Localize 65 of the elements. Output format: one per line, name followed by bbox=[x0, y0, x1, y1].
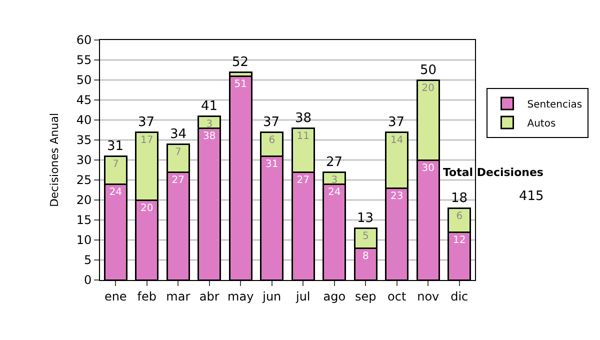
data-label: 23 bbox=[390, 191, 404, 202]
data-label: 5 bbox=[362, 231, 369, 242]
total-label: 18 bbox=[451, 191, 468, 206]
y-tick-label: 15 bbox=[76, 213, 92, 228]
y-tick-label: 5 bbox=[84, 253, 92, 268]
data-label: 38 bbox=[203, 131, 216, 142]
y-tick-label: 10 bbox=[76, 233, 92, 248]
x-tick-label: ene bbox=[104, 289, 127, 304]
data-label: 8 bbox=[362, 251, 369, 262]
y-tick-label: 60 bbox=[76, 33, 92, 48]
total-label: 31 bbox=[107, 139, 124, 154]
total-label: 50 bbox=[420, 63, 437, 78]
total-label: 41 bbox=[201, 99, 218, 114]
y-tick-label: 40 bbox=[76, 113, 92, 128]
data-label: 11 bbox=[296, 131, 310, 142]
x-tick-label: sep bbox=[354, 289, 376, 304]
x-tick-label: jun bbox=[262, 289, 282, 304]
total-label: 37 bbox=[263, 115, 280, 130]
y-tick-label: 55 bbox=[76, 53, 92, 68]
data-label: 6 bbox=[268, 135, 276, 146]
data-label: 17 bbox=[140, 135, 154, 146]
x-tick-label: nov bbox=[417, 289, 440, 304]
data-label: 30 bbox=[422, 163, 434, 174]
data-label: 24 bbox=[328, 187, 341, 198]
y-tick-label: 25 bbox=[76, 173, 92, 188]
total-label: 13 bbox=[357, 211, 374, 226]
data-label: 14 bbox=[390, 135, 404, 146]
y-tick-label: 20 bbox=[76, 193, 92, 208]
x-tick-label: dic bbox=[450, 289, 468, 304]
y-tick-label: 35 bbox=[76, 133, 92, 148]
total-label: 34 bbox=[170, 127, 187, 142]
legend-label: Sentencias bbox=[527, 99, 582, 110]
total-label: 52 bbox=[232, 55, 249, 70]
x-tick-label: jul bbox=[294, 289, 310, 304]
total-label: 38 bbox=[295, 111, 312, 126]
y-axis-title: Decisiones Anual bbox=[48, 112, 61, 208]
x-tick-label: oct bbox=[388, 289, 406, 304]
data-label: 51 bbox=[234, 79, 247, 90]
x-tick-label: abr bbox=[199, 289, 220, 304]
data-label: 24 bbox=[109, 187, 122, 198]
y-tick-label: 45 bbox=[76, 93, 92, 108]
x-tick-label: mar bbox=[166, 289, 190, 304]
data-label: 12 bbox=[453, 235, 466, 246]
y-tick-label: 0 bbox=[84, 273, 92, 288]
y-tick-label: 50 bbox=[76, 73, 92, 88]
x-tick-label: feb bbox=[137, 289, 156, 304]
data-label: 27 bbox=[172, 175, 184, 186]
data-label: 20 bbox=[140, 203, 154, 214]
data-label: 20 bbox=[422, 83, 434, 94]
y-tick-label: 30 bbox=[76, 153, 92, 168]
legend-label: Autos bbox=[527, 118, 556, 130]
data-label: 6 bbox=[456, 211, 463, 222]
x-tick-label: ago bbox=[323, 289, 346, 304]
data-label: 3 bbox=[206, 119, 213, 130]
data-label: 31 bbox=[266, 159, 278, 170]
data-label: 7 bbox=[112, 159, 119, 170]
data-label: 3 bbox=[331, 175, 338, 186]
text: 415 bbox=[519, 189, 544, 204]
data-label: 27 bbox=[296, 175, 310, 186]
total-label: 37 bbox=[138, 115, 155, 130]
total-label: 27 bbox=[326, 155, 343, 170]
data-label: 7 bbox=[174, 147, 182, 158]
total-label: 37 bbox=[388, 115, 405, 130]
x-tick-label: may bbox=[228, 289, 254, 304]
annotation: Total Decisiones bbox=[443, 166, 544, 179]
